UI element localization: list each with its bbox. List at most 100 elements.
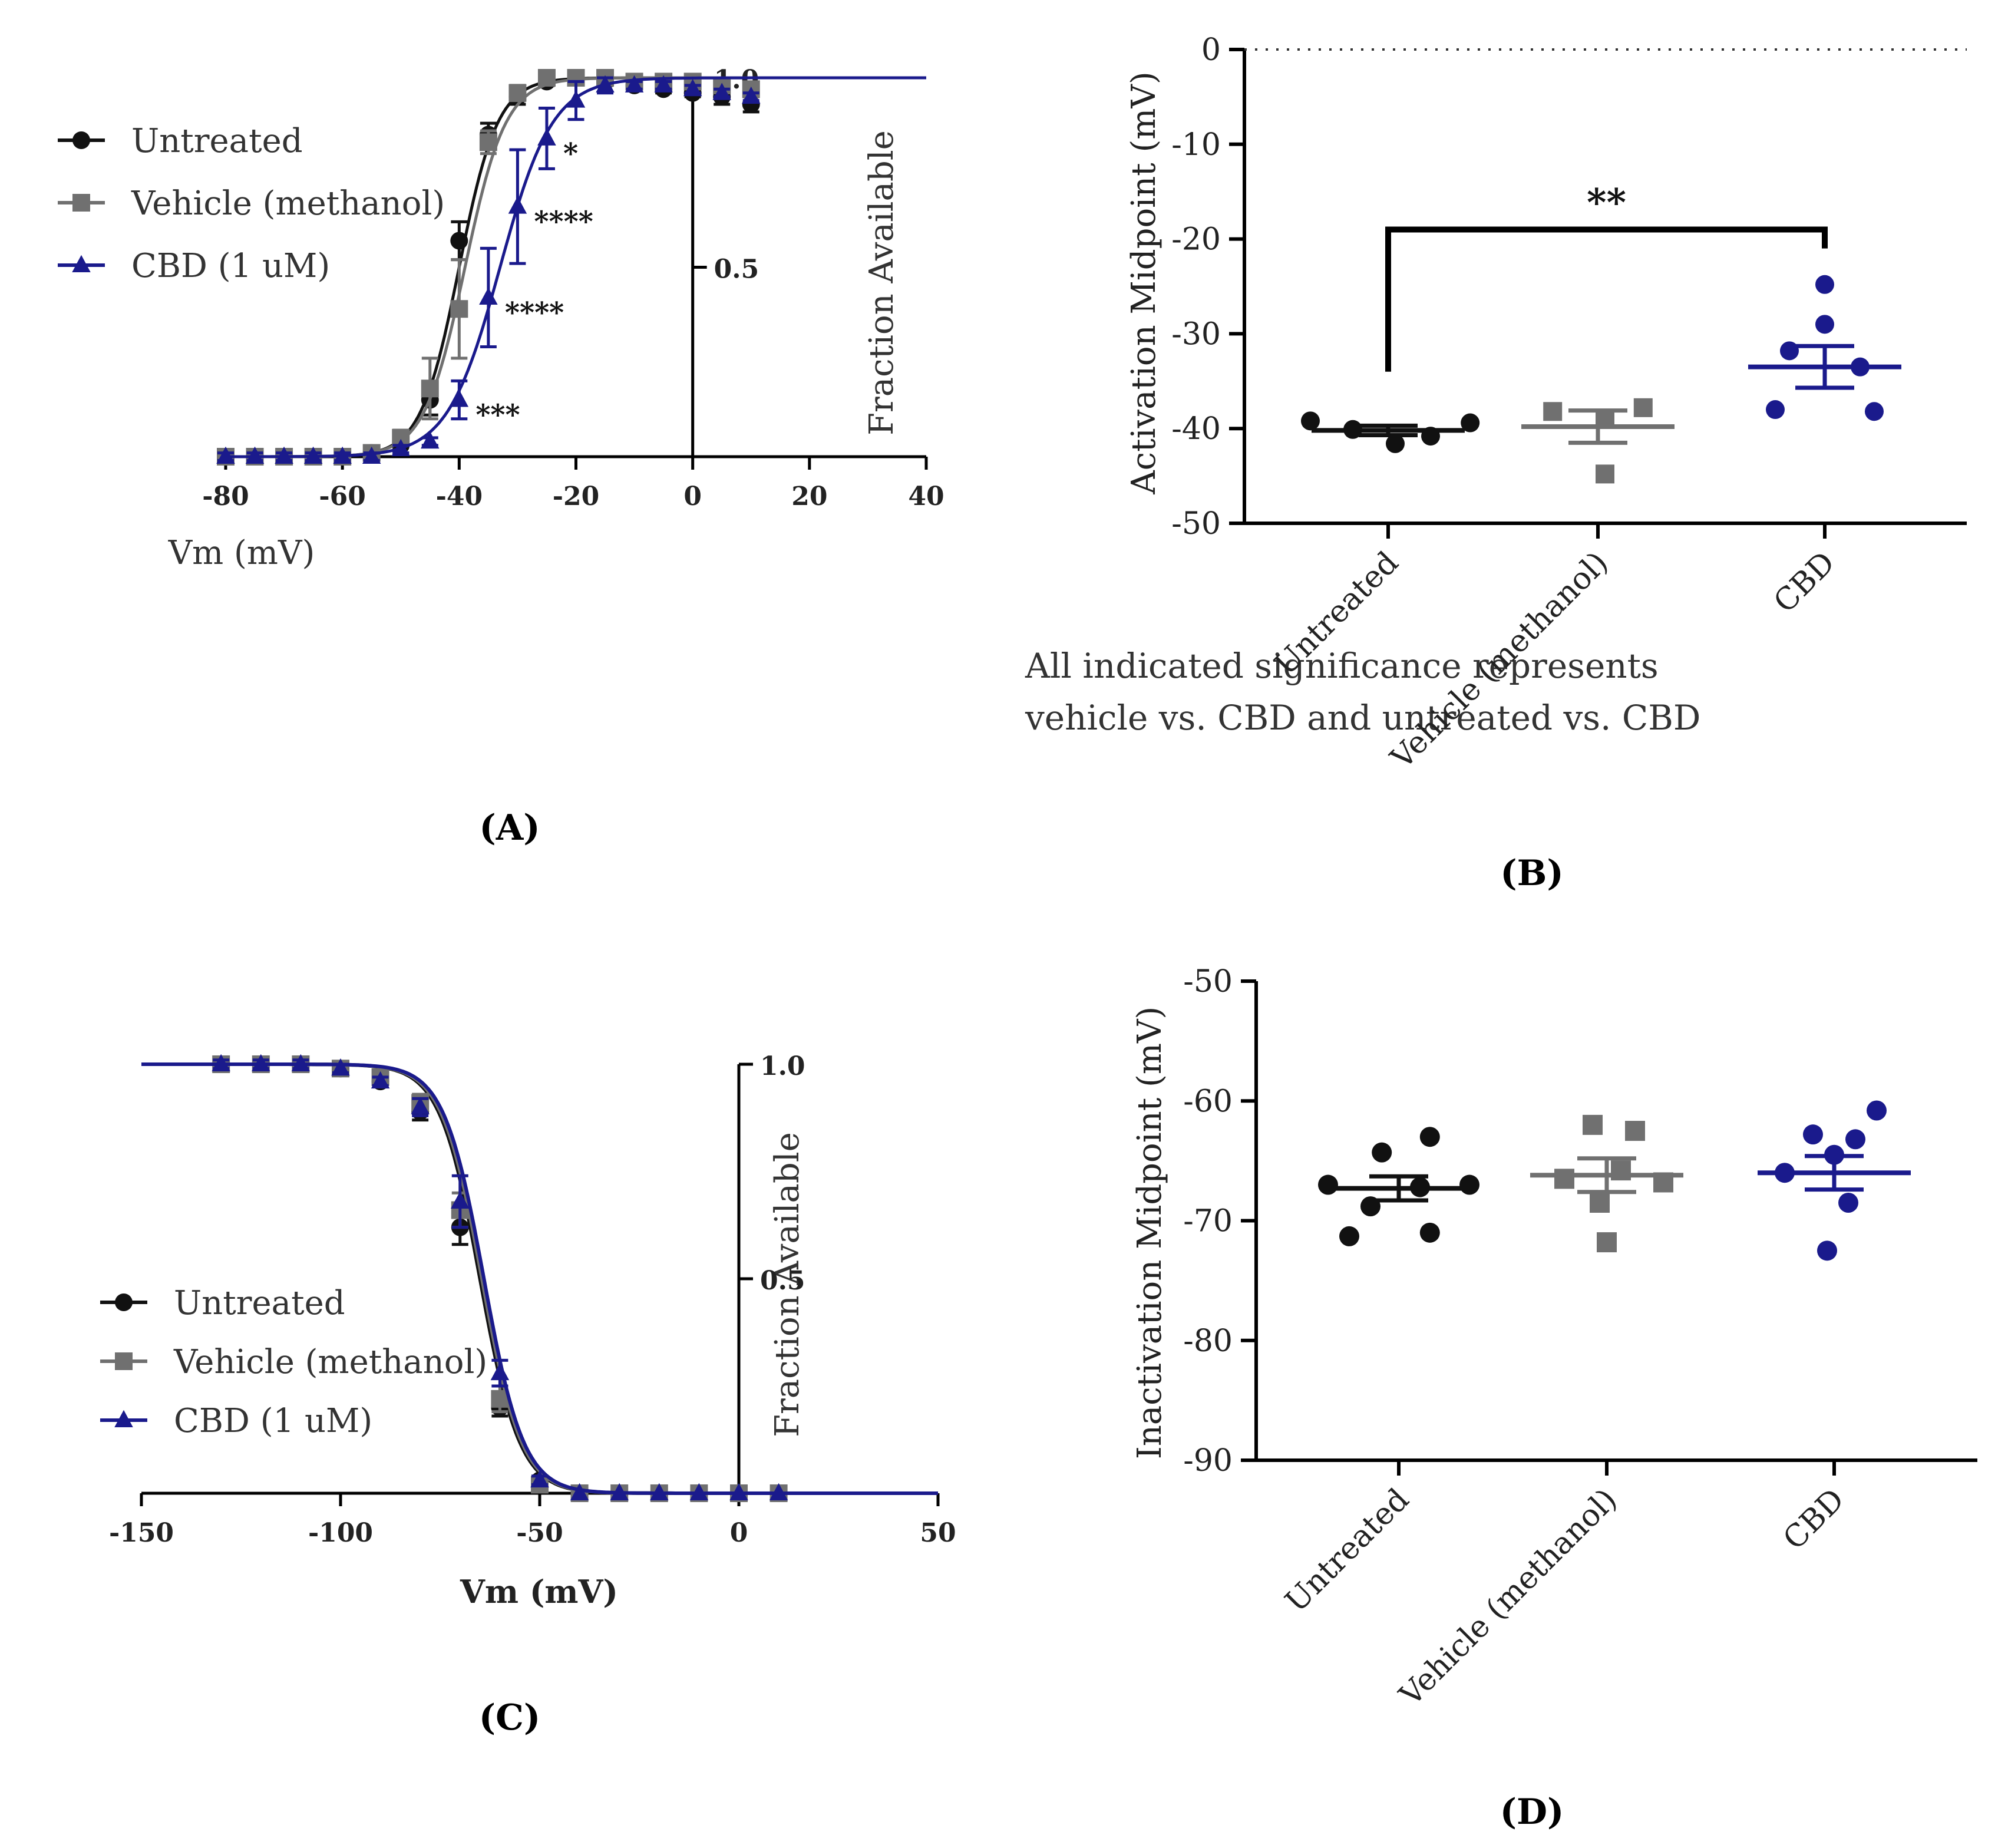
data-point (1845, 1129, 1865, 1150)
data-point (1583, 1114, 1603, 1135)
data-point (1554, 1169, 1574, 1189)
data-point (1596, 464, 1614, 484)
data-point (566, 90, 586, 108)
data-point (331, 1058, 350, 1076)
data-point (479, 287, 498, 305)
x-tick-label: 20 (791, 481, 827, 512)
data-point (1339, 1226, 1359, 1246)
legend: Untreated Vehicle (methanol) CBD (1 uM) (58, 122, 445, 285)
x-tick-label: -80 (202, 481, 249, 512)
data-point (683, 79, 702, 97)
data-point (450, 390, 469, 407)
data-point (303, 446, 323, 464)
y-tick-label: -20 (1171, 222, 1221, 258)
data-point (1597, 1232, 1617, 1253)
legend-label: Vehicle (methanol) (131, 184, 445, 223)
data-point (1815, 275, 1834, 294)
y-tick-label: -80 (1183, 1324, 1233, 1359)
data-point (742, 86, 761, 104)
legend-label: Vehicle (methanol) (173, 1343, 487, 1381)
panel-a: Vm (mV) Fraction Available All indicated… (58, 65, 1700, 849)
legend-marker (115, 1293, 133, 1311)
group-1 (1318, 1127, 1479, 1246)
data-point (1815, 315, 1834, 334)
data-point (650, 1483, 669, 1500)
x-tick-label: Untreated (1279, 1482, 1416, 1619)
data-point (1419, 1127, 1440, 1147)
panel-a-note-line-1: All indicated significance represents (1025, 646, 1659, 686)
x-tick-label: 50 (920, 1518, 956, 1548)
data-point (411, 1097, 430, 1114)
legend-marker (72, 131, 90, 149)
data-point (450, 300, 468, 318)
legend-label: Untreated (174, 1284, 345, 1322)
x-tick-label: -100 (308, 1518, 373, 1548)
legend-label: CBD (1 uM) (174, 1402, 372, 1440)
data-point (1633, 398, 1653, 417)
data-point (291, 1054, 311, 1071)
data-point (530, 1470, 549, 1488)
y-tick-label: 0 (1201, 32, 1221, 68)
data-point (421, 431, 440, 449)
significance-bracket (1385, 226, 1828, 372)
panel-b-label: (B) (1500, 853, 1564, 894)
data-point (1459, 1174, 1479, 1195)
data-point (1867, 1100, 1887, 1121)
data-point (479, 133, 497, 151)
x-tick-label: 40 (908, 481, 944, 512)
data-point (362, 446, 381, 464)
data-point (1780, 341, 1799, 361)
x-tick-label: -50 (516, 1518, 563, 1548)
y-tick-label: -60 (1183, 1084, 1233, 1119)
panel-c-label: (C) (479, 1697, 541, 1738)
x-tick-label: -20 (553, 481, 600, 512)
x-tick-label: CBD (1767, 545, 1842, 620)
x-tick-label: Vehicle (methanol) (1393, 1482, 1624, 1714)
data-point (1803, 1124, 1823, 1145)
data-point (490, 1362, 510, 1381)
panelA-axes: -80 -60 -40 -20 0 20 400.51.0 (202, 65, 944, 512)
data-point (1590, 1193, 1610, 1213)
data-point (1766, 400, 1785, 420)
data-point (1372, 1142, 1392, 1163)
data-point (508, 196, 527, 214)
y-tick-label: 0.5 (714, 255, 759, 285)
data-point (610, 1483, 629, 1500)
y-tick-label: -70 (1183, 1204, 1233, 1239)
y-tick-label: -50 (1183, 964, 1233, 999)
group-3 (1758, 1100, 1911, 1261)
data-point (1865, 402, 1884, 421)
series-triangle (141, 1054, 938, 1500)
significance-annotation: **** (505, 296, 564, 329)
data-point (537, 128, 556, 146)
legend-marker (114, 1410, 133, 1427)
data-point (537, 69, 556, 87)
data-point (570, 1483, 589, 1500)
data-point (769, 1483, 788, 1500)
panel-d-label: (D) (1500, 1791, 1564, 1833)
x-tick-label: CBD (1776, 1482, 1851, 1557)
series-triangle (216, 75, 926, 464)
panel-c-x-label: Vm (mV) (460, 1573, 618, 1611)
significance-annotation: * (563, 137, 578, 170)
panel-c-y-label: Fraction Available (768, 1132, 807, 1437)
fit-curve (226, 76, 926, 458)
panel-c: Vm (mV) Fraction Available (C) -150 -100 -… (100, 1051, 956, 1738)
data-point (371, 1071, 390, 1089)
y-tick-label: -30 (1171, 316, 1221, 352)
x-tick-label: -150 (109, 1518, 174, 1548)
data-point (1543, 402, 1563, 421)
significance-annotation: *** (475, 399, 520, 432)
group-2 (1530, 1114, 1683, 1253)
panel-d-y-label: Inactivation Midpoint (mV) (1131, 1006, 1169, 1460)
data-point (625, 75, 644, 93)
significance-stars: ** (1587, 181, 1626, 225)
legend-marker (72, 255, 91, 272)
panel-a-y-label: Fraction Available (863, 130, 901, 435)
data-point (275, 446, 293, 464)
legend-marker (72, 194, 90, 212)
group-3 (1748, 275, 1901, 421)
legend-marker (115, 1352, 133, 1370)
